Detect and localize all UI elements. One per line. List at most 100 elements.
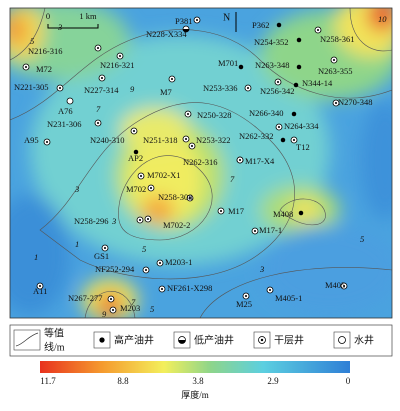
well-label: M702 xyxy=(126,184,146,194)
well-marker xyxy=(276,22,282,28)
scale-bar: 0 1 km xyxy=(46,11,99,29)
well-marker-dot xyxy=(238,158,242,162)
well-label: M203-1 xyxy=(165,257,192,267)
well-label: N231-306 xyxy=(47,119,81,129)
legend-items: 高产油井 低产油井 干层井 水井 xyxy=(93,331,374,349)
well-marker xyxy=(99,337,105,343)
well-label: N250-328 xyxy=(197,110,231,120)
well-marker-dot xyxy=(144,268,148,272)
well-label: N262-316 xyxy=(183,157,217,167)
well-marker-dot xyxy=(195,18,199,22)
well-marker xyxy=(293,82,299,88)
colorbar-title: 厚度/m xyxy=(181,389,209,400)
contour-label: 3 xyxy=(111,216,116,226)
well-marker-dot xyxy=(109,297,113,301)
well-label: N258-308 xyxy=(158,192,192,202)
well-label: N251-318 xyxy=(143,135,177,145)
well-label: M203 xyxy=(120,303,140,313)
well-marker-dot xyxy=(260,338,264,342)
well-marker-dot xyxy=(158,261,162,265)
legend-contour-label: 等值 xyxy=(44,326,64,339)
well-marker-dot xyxy=(149,186,153,190)
well-marker xyxy=(133,149,139,155)
well-label: A76 xyxy=(58,106,73,116)
well-label: N263-355 xyxy=(318,66,352,76)
contour-label: 3 xyxy=(57,22,62,32)
well-marker-fill xyxy=(183,29,189,32)
legend: 等值 线/m xyxy=(9,324,393,357)
well-label: GS1 xyxy=(94,251,109,261)
well-label: T12 xyxy=(296,142,310,152)
well-marker xyxy=(296,37,302,43)
well-marker xyxy=(280,137,286,143)
well-label: M405-1 xyxy=(275,293,302,303)
well-marker-dot xyxy=(24,65,28,69)
well-label: M17 xyxy=(228,206,244,216)
well-marker-dot xyxy=(332,58,336,62)
contour-labels: 3 5 7 9 1 10 3 5 7 3 1 3 5 9 7 5 xyxy=(30,14,387,319)
well-label: N262-332 xyxy=(239,131,273,141)
well-label: NF252-294 xyxy=(95,264,135,274)
well-label: N258-361 xyxy=(320,34,354,44)
well-marker-dot xyxy=(160,287,164,291)
well-marker-dot xyxy=(170,77,174,81)
scale-length: 1 km xyxy=(79,11,97,21)
well-marker-dot xyxy=(45,140,49,144)
well-marker xyxy=(298,210,304,216)
contour-label: 1 xyxy=(75,239,79,249)
contour-label: 7 xyxy=(96,104,101,114)
well-marker xyxy=(291,111,297,117)
legend-contour-label: 线/m xyxy=(44,340,65,353)
well-marker-dot xyxy=(132,129,136,133)
well-marker-dot xyxy=(246,86,250,90)
well-label: N266-340 xyxy=(249,108,283,118)
legend-label: 水井 xyxy=(354,333,374,346)
well-marker-dot xyxy=(139,174,143,178)
scale-zero: 0 xyxy=(46,11,50,21)
contour-label: 5 xyxy=(142,244,146,254)
well-marker-dot xyxy=(146,217,150,221)
north-label: N xyxy=(223,12,230,23)
well-marker xyxy=(66,97,74,105)
well-marker-dot xyxy=(186,112,190,116)
well-label: M408 xyxy=(273,209,293,219)
well-marker-dot xyxy=(100,76,104,80)
legend-label: 高产油井 xyxy=(114,333,154,346)
contour-label: 5 xyxy=(30,36,34,46)
well-marker-dot xyxy=(184,137,188,141)
colorbar-label: 8.8 xyxy=(117,376,129,386)
well-label: N256-342 xyxy=(260,86,294,96)
well-label: P381 xyxy=(175,16,192,26)
colorbar xyxy=(40,361,350,373)
well-marker-dot xyxy=(244,294,248,298)
well-label: A95 xyxy=(24,135,39,145)
well-label: M72 xyxy=(36,64,52,74)
contour-label: 10 xyxy=(378,14,387,24)
well-label: N227-314 xyxy=(84,85,119,95)
contour-label: 7 xyxy=(131,297,136,307)
well-label: M17-1 xyxy=(259,225,282,235)
legend-label: 低产油井 xyxy=(194,333,234,346)
well-marker xyxy=(238,64,244,70)
contour-label: 9 xyxy=(130,84,135,94)
well-marker-dot xyxy=(138,218,142,222)
thickness-map xyxy=(10,8,392,318)
well-marker-dot xyxy=(103,246,107,250)
well-marker-dot xyxy=(38,284,42,288)
well-label: N216-321 xyxy=(100,60,134,70)
well-marker-fill xyxy=(178,340,186,344)
well-label: M702-2 xyxy=(163,220,190,230)
well-label: NF261-X298 xyxy=(167,283,212,293)
well-label: AP2 xyxy=(128,153,143,163)
well-label: N254-352 xyxy=(254,37,288,47)
well-marker xyxy=(296,64,302,70)
contour-label: 5 xyxy=(150,304,154,314)
well-label: N270-348 xyxy=(338,97,372,107)
well-marker-dot xyxy=(96,121,100,125)
colorbar-label: 2.9 xyxy=(267,376,279,386)
well-marker-dot xyxy=(188,196,192,200)
well-marker-dot xyxy=(276,80,280,84)
well-label: M702-X1 xyxy=(147,170,181,180)
well-label: M701 xyxy=(218,58,238,68)
